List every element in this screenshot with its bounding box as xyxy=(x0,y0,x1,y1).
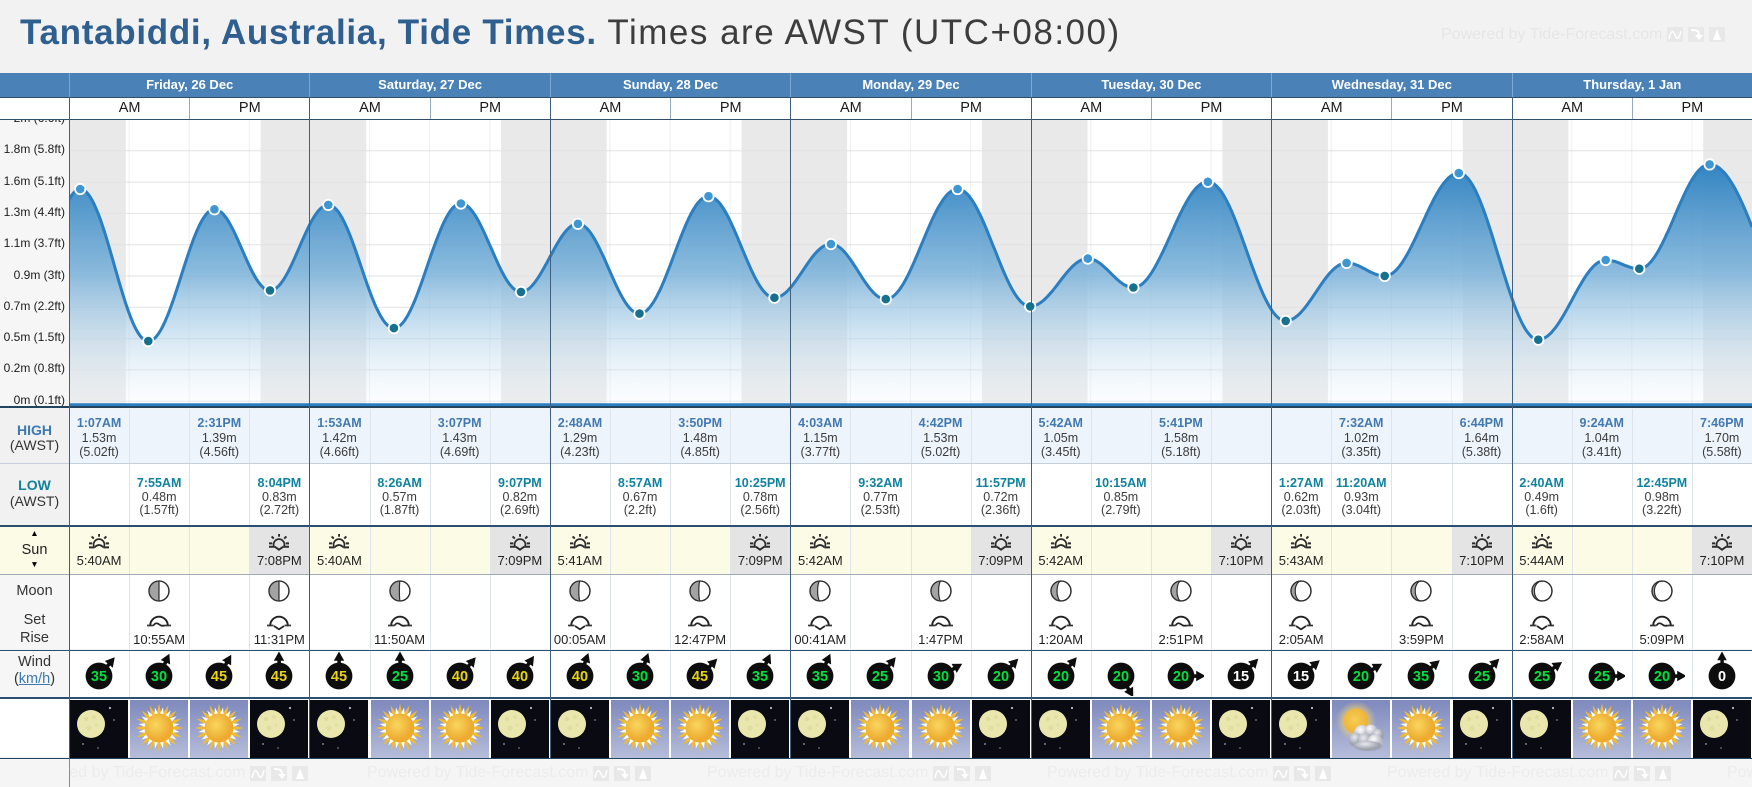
svg-text:20: 20 xyxy=(993,669,1009,685)
svg-text:45: 45 xyxy=(211,669,227,685)
svg-text:15: 15 xyxy=(1233,669,1249,685)
svg-text:20: 20 xyxy=(1113,669,1129,685)
svg-text:0: 0 xyxy=(1718,669,1726,685)
svg-text:30: 30 xyxy=(151,669,167,685)
svg-text:40: 40 xyxy=(452,669,468,685)
svg-text:20: 20 xyxy=(1654,669,1670,685)
svg-text:20: 20 xyxy=(1173,669,1189,685)
svg-text:25: 25 xyxy=(1534,669,1550,685)
svg-text:20: 20 xyxy=(1053,669,1069,685)
svg-text:45: 45 xyxy=(692,669,708,685)
svg-text:25: 25 xyxy=(1473,669,1489,685)
svg-text:35: 35 xyxy=(812,669,828,685)
svg-text:15: 15 xyxy=(1293,669,1309,685)
svg-text:35: 35 xyxy=(1413,669,1429,685)
svg-text:40: 40 xyxy=(512,669,528,685)
svg-text:45: 45 xyxy=(271,669,287,685)
svg-text:45: 45 xyxy=(331,669,347,685)
svg-text:30: 30 xyxy=(632,669,648,685)
svg-text:35: 35 xyxy=(91,669,107,685)
svg-text:20: 20 xyxy=(1353,669,1369,685)
svg-text:30: 30 xyxy=(932,669,948,685)
svg-text:40: 40 xyxy=(572,669,588,685)
svg-text:25: 25 xyxy=(1594,669,1610,685)
svg-text:25: 25 xyxy=(872,669,888,685)
svg-text:35: 35 xyxy=(752,669,768,685)
svg-text:25: 25 xyxy=(391,669,407,685)
